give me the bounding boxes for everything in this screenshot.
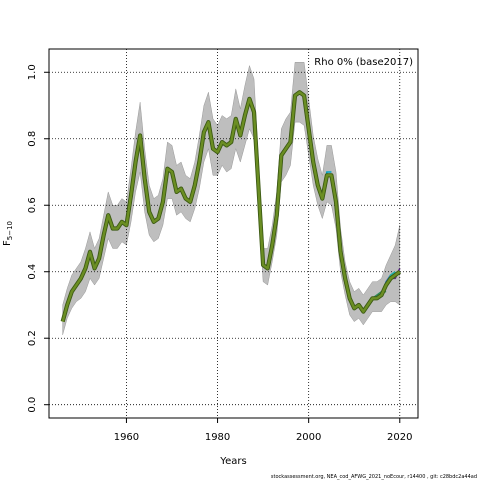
series-layer bbox=[60, 90, 402, 323]
estimate-line bbox=[61, 91, 401, 322]
x-tick-label: 1980 bbox=[205, 432, 230, 443]
x-tick-label: 2000 bbox=[296, 432, 321, 443]
x-axis-label: Years bbox=[219, 456, 246, 467]
legend-text: Rho 0% (base2017) bbox=[314, 57, 413, 68]
y-tick-label: 1.0 bbox=[27, 64, 38, 80]
y-axis-label-subscript: 5−10 bbox=[6, 221, 14, 240]
x-tick-label: 1960 bbox=[114, 432, 139, 443]
y-axis-label: F5−10 bbox=[2, 221, 14, 246]
y-axis-label-main: F bbox=[2, 240, 13, 246]
y-tick-label: 0.8 bbox=[27, 131, 38, 147]
y-axis: 0.0 0.2 0.4 0.6 0.8 1.0 bbox=[27, 64, 49, 413]
x-tick-label: 2020 bbox=[387, 432, 412, 443]
y-tick-label: 0.4 bbox=[27, 264, 38, 280]
y-tick-label: 0.6 bbox=[27, 197, 38, 213]
y-tick-label: 0.0 bbox=[27, 397, 38, 413]
y-tick-label: 0.2 bbox=[27, 330, 38, 346]
x-axis: 1960 1980 2000 2020 bbox=[114, 418, 413, 443]
plot-frame bbox=[48, 48, 419, 419]
footer-text: stockassessment.org, NEA_cod_AFWG_2021_n… bbox=[271, 474, 477, 480]
